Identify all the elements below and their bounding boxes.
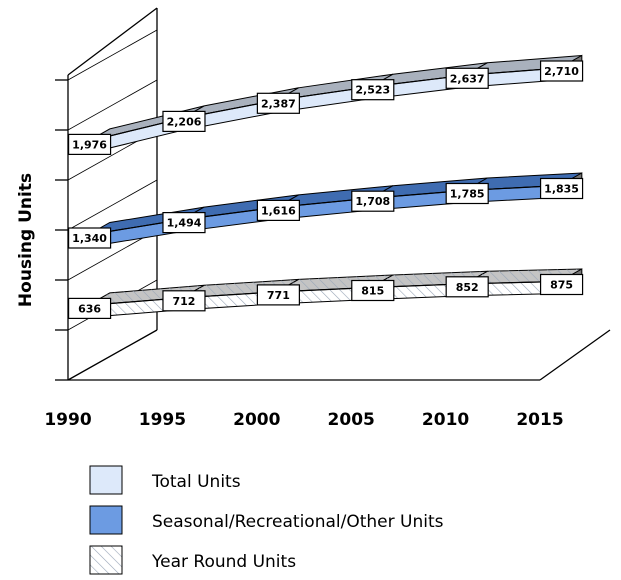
value-label: 1,976 [72,138,107,151]
legend-label: Seasonal/Recreational/Other Units [152,512,444,532]
value-label-box [162,110,206,133]
value-label: 1,616 [261,204,296,217]
legend-label: Year Round Units [151,552,296,572]
value-label-box [256,284,300,306]
legend-swatch [89,465,123,495]
value-label: 852 [456,281,479,294]
series: 1,976 2,206 2,387 2,523 2,637 2,710 [67,54,584,155]
x-tick-label: 2015 [516,410,563,430]
value-label: 771 [267,289,290,302]
value-label-box [256,199,300,221]
walls [67,7,611,381]
value-label: 2,387 [261,97,296,110]
value-label-box [162,212,206,234]
value-label-box [445,182,489,205]
value-label: 2,637 [450,72,485,85]
x-tick-label: 2005 [328,410,375,430]
value-label-box [539,177,584,200]
value-label: 815 [361,285,384,298]
value-label: 636 [78,302,101,315]
back-wall-tick [67,29,158,81]
value-label-box [67,297,112,319]
series: 1,340 1,494 1,616 1,708 1,785 1,835 [67,172,584,249]
value-label: 1,340 [72,232,107,245]
ribbon-top-hatch [181,279,299,298]
value-label: 712 [172,295,195,308]
value-label: 1,835 [544,183,579,196]
value-label: 875 [550,279,573,292]
x-tick-label: 1995 [139,410,186,430]
value-label-box [539,60,584,82]
y-axis-title: Housing Units [16,173,36,307]
value-label: 1,708 [355,195,390,208]
legend-swatch [89,545,123,575]
x-tick-label: 2010 [422,410,469,430]
value-label: 2,710 [544,65,579,78]
x-tick-label: 2000 [233,410,280,430]
value-label-box [162,290,206,312]
value-label-box [539,273,584,296]
value-label: 1,785 [450,188,485,201]
value-label-box [445,67,489,89]
back-wall-tick [67,179,158,231]
value-label-box [351,279,395,302]
value-label-box [256,92,300,114]
value-label-box [351,190,395,212]
value-label-box [445,276,489,298]
legend-label: Total Units [151,472,241,492]
value-label-box [67,227,112,249]
back-wall-tick [67,329,158,381]
back-wall-tick [67,79,158,131]
series: 636 712 771 815 852 875 [67,268,584,319]
value-label-box [67,133,112,155]
value-label: 1,494 [167,217,202,230]
value-label: 2,206 [167,115,202,128]
legend-swatch [89,505,123,535]
x-tick-label: 1990 [44,410,91,430]
value-label: 2,523 [355,84,390,97]
value-label-box [351,79,395,101]
